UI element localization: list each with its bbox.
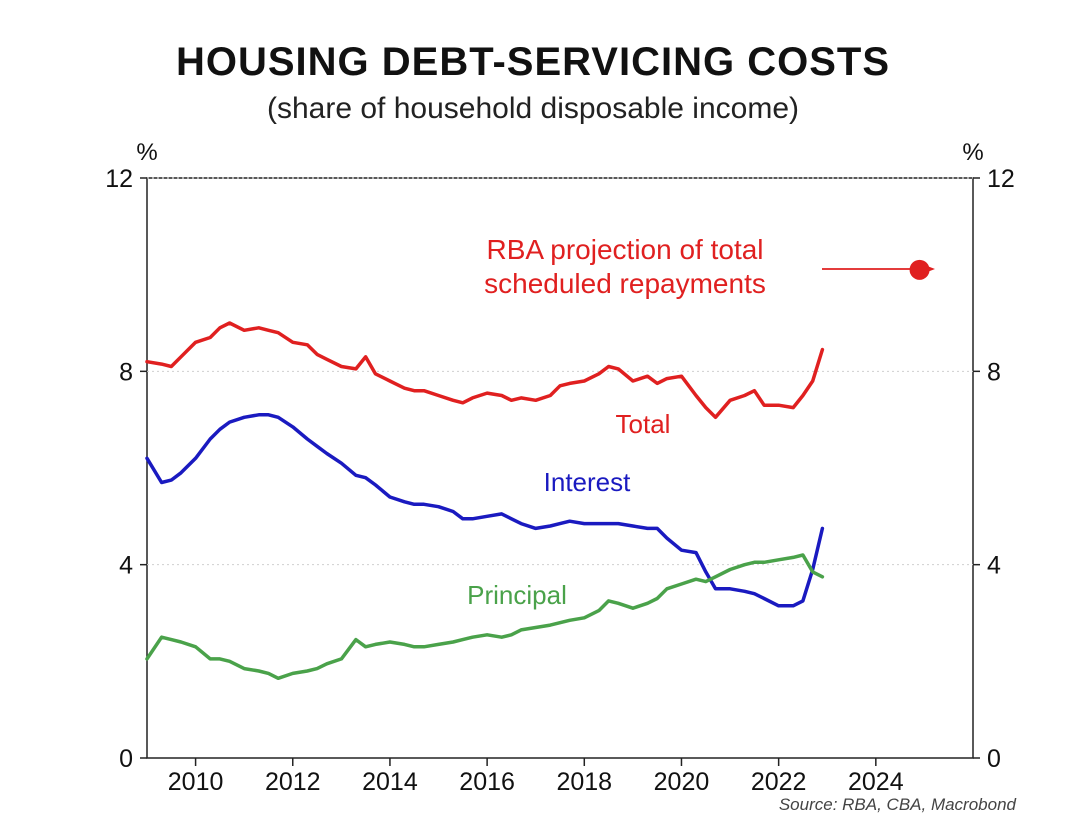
x-axis-ticks: 2010 2012 2014 2016 2018 2020 2022 2024 <box>168 758 904 796</box>
x-tick-label: 2016 <box>459 768 515 796</box>
x-tick-label: 2018 <box>556 768 612 796</box>
label-principal: Principal <box>467 580 567 610</box>
y-tick-label-left: 0 <box>119 745 133 773</box>
plot-frame <box>146 177 974 759</box>
x-tick-label: 2012 <box>265 768 321 796</box>
y-tick-label-right: 12 <box>987 165 1015 193</box>
y-tick-label-right: 4 <box>987 552 1001 580</box>
label-interest: Interest <box>544 467 631 497</box>
y-tick-label-left: 12 <box>105 165 133 193</box>
series-group <box>145 321 825 681</box>
y-tick-label-right: 0 <box>987 745 1001 773</box>
x-tick-label: 2020 <box>654 768 710 796</box>
series-line-interest <box>145 413 825 608</box>
projection-point <box>909 259 930 280</box>
y-tick-label-left: 4 <box>119 552 133 580</box>
chart-subtitle: (share of household disposable income) <box>267 92 799 125</box>
series-line-total <box>145 321 825 420</box>
y-axis-unit-left: % <box>136 139 157 166</box>
y-tick-label-right: 8 <box>987 358 1001 386</box>
y-axis-unit-right: % <box>962 139 983 166</box>
x-tick-label: 2024 <box>848 768 904 796</box>
projection-label-line2: scheduled repayments <box>484 268 766 299</box>
x-tick-label: 2010 <box>168 768 224 796</box>
y-axis-ticks: 0 0 4 4 8 8 12 12 <box>105 165 1015 773</box>
source-note: Source: RBA, CBA, Macrobond <box>779 795 1017 814</box>
series-line-principal <box>145 553 825 681</box>
x-tick-label: 2014 <box>362 768 418 796</box>
projection-label-line1: RBA projection of total <box>486 234 763 265</box>
x-tick-label: 2022 <box>751 768 807 796</box>
label-total: Total <box>616 409 671 439</box>
chart-title: HOUSING DEBT-SERVICING COSTS <box>175 40 890 84</box>
y-tick-label-left: 8 <box>119 358 133 386</box>
